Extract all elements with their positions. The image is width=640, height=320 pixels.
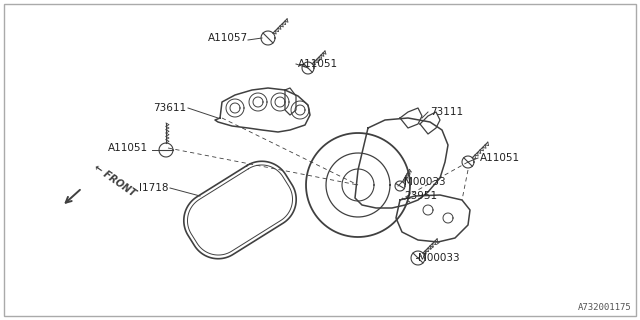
Text: A11057: A11057 (208, 33, 248, 43)
Text: 73111: 73111 (430, 107, 463, 117)
Text: M00033: M00033 (404, 177, 445, 187)
Text: 73611: 73611 (153, 103, 186, 113)
Text: A732001175: A732001175 (579, 303, 632, 312)
Text: A11051: A11051 (298, 59, 338, 69)
Text: 23951: 23951 (404, 191, 437, 201)
Text: M00033: M00033 (418, 253, 460, 263)
Text: A11051: A11051 (480, 153, 520, 163)
Text: ← FRONT: ← FRONT (92, 162, 138, 198)
Text: A11051: A11051 (108, 143, 148, 153)
Text: I1718: I1718 (138, 183, 168, 193)
